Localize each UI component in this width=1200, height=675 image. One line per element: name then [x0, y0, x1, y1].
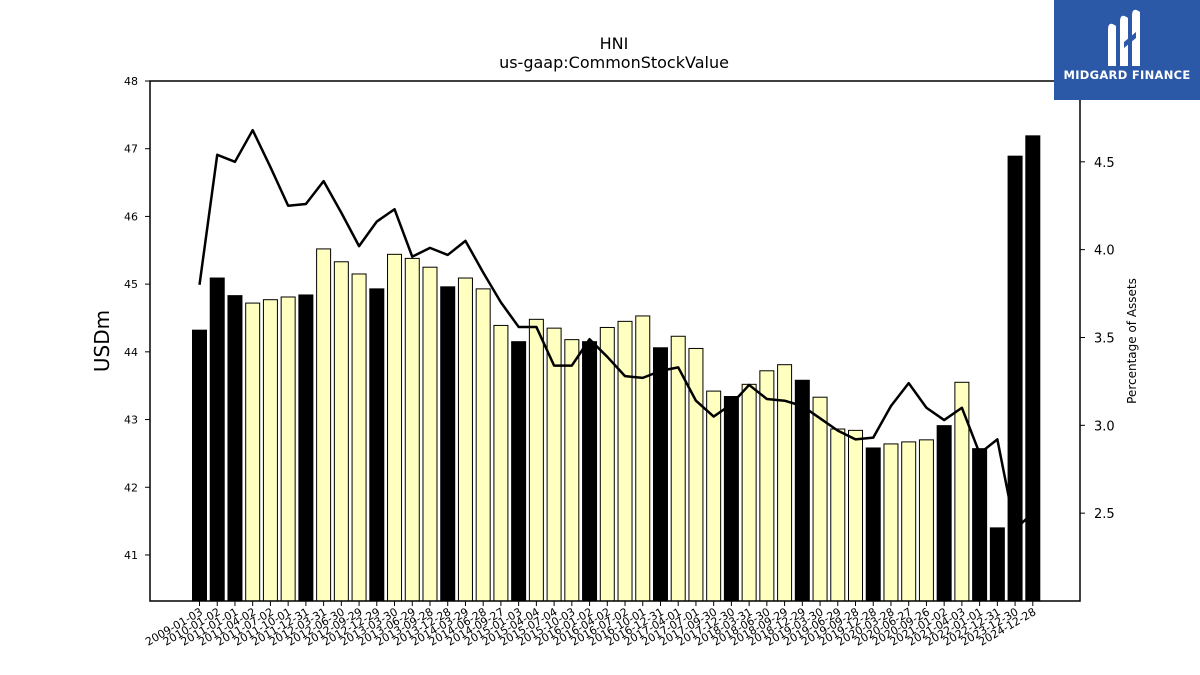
y-tick-label: 41 [124, 549, 138, 562]
bar-2023-12-30 [1007, 155, 1023, 602]
bar-2010-01-02 [209, 277, 225, 602]
logo-text: MIDGARD FINANCE [1063, 68, 1191, 82]
bar-2020-06-27 [901, 441, 917, 602]
bar-2015-01-03 [511, 341, 527, 602]
bar-2016-12-31 [652, 347, 668, 602]
bar-2016-07-02 [617, 320, 633, 602]
bar-2014-06-28 [475, 288, 491, 602]
chart-title: HNI [600, 34, 629, 53]
y-axis-left: 41 42 43 44 45 46 47 48 [124, 75, 150, 562]
y-tick-label: 48 [124, 75, 138, 88]
bar-2015-07-04 [546, 327, 562, 602]
bar-2013-03-30 [387, 253, 403, 602]
bar-2022-12-31 [989, 527, 1005, 602]
bar-2009-01-03 [192, 329, 207, 602]
midgard-m-icon [1108, 9, 1140, 66]
y2-tick-label: 4.5 [1094, 156, 1115, 171]
y2-tick-label: 3.0 [1094, 419, 1115, 434]
percentage-line [198, 128, 1034, 531]
y-tick-label: 44 [124, 346, 138, 359]
bar-2014-03-29 [457, 277, 473, 602]
y-tick-label: 46 [124, 210, 138, 223]
bar-2011-01-01 [227, 295, 243, 602]
chart-subtitle: us-gaap:CommonStockValue [499, 53, 729, 72]
bar-2017-07-01 [688, 347, 704, 602]
y-axis-right: 2.5 3.0 3.5 4.0 4.5 [1080, 156, 1115, 522]
bar-2022-01-01 [972, 448, 988, 602]
bar-2011-04-02 [245, 302, 261, 602]
bar-2015-10-03 [564, 339, 580, 602]
y-tick-label: 42 [124, 481, 138, 494]
bar-2024-12-28 [1025, 135, 1041, 602]
bar-2018-03-31 [741, 383, 757, 602]
bar-2019-09-28 [848, 429, 864, 602]
bar-2018-12-29 [794, 379, 810, 602]
y2-axis-label: Percentage of Assets [1125, 278, 1139, 404]
y2-tick-label: 4.0 [1094, 244, 1115, 259]
bars-group [192, 135, 1041, 602]
y2-tick-label: 3.5 [1094, 331, 1115, 346]
bar-2019-06-29 [830, 428, 846, 602]
brand-logo: MIDGARD FINANCE [1054, 0, 1200, 100]
bar-2016-10-01 [635, 315, 651, 602]
bar-2012-12-29 [369, 288, 385, 602]
plot-frame [149, 80, 1081, 602]
bar-2013-12-28 [440, 286, 456, 602]
bar-2016-01-02 [582, 341, 598, 602]
bar-2020-09-26 [918, 439, 934, 602]
bar-2013-06-29 [404, 257, 420, 602]
bar-2020-03-28 [883, 443, 899, 602]
bar-2021-01-02 [936, 425, 952, 602]
bar-2011-10-01 [280, 296, 296, 602]
bar-2016-04-02 [599, 326, 615, 602]
bar-2012-03-31 [316, 248, 332, 602]
y-tick-label: 47 [124, 143, 138, 156]
bar-2019-03-30 [812, 396, 828, 602]
bar-2017-09-30 [706, 390, 722, 602]
y-tick-label: 43 [124, 414, 138, 427]
bar-2011-07-02 [262, 299, 278, 602]
y-axis-label: USDm [90, 310, 114, 372]
y-tick-label: 45 [124, 278, 138, 291]
bar-2013-09-28 [422, 266, 438, 602]
bar-2011-12-31 [298, 294, 314, 602]
bar-2021-04-03 [954, 381, 970, 602]
bar-2015-04-04 [528, 318, 544, 602]
bar-2012-06-30 [333, 261, 349, 602]
bar-2019-12-28 [865, 447, 881, 602]
bar-2012-09-29 [351, 273, 367, 602]
bar-2017-12-30 [723, 396, 739, 602]
y2-tick-label: 2.5 [1094, 507, 1115, 522]
x-axis: 2009-01-032010-01-022011-01-012011-04-02… [143, 601, 1038, 649]
bar-2014-09-27 [493, 324, 509, 602]
bar-2018-06-30 [759, 370, 775, 602]
